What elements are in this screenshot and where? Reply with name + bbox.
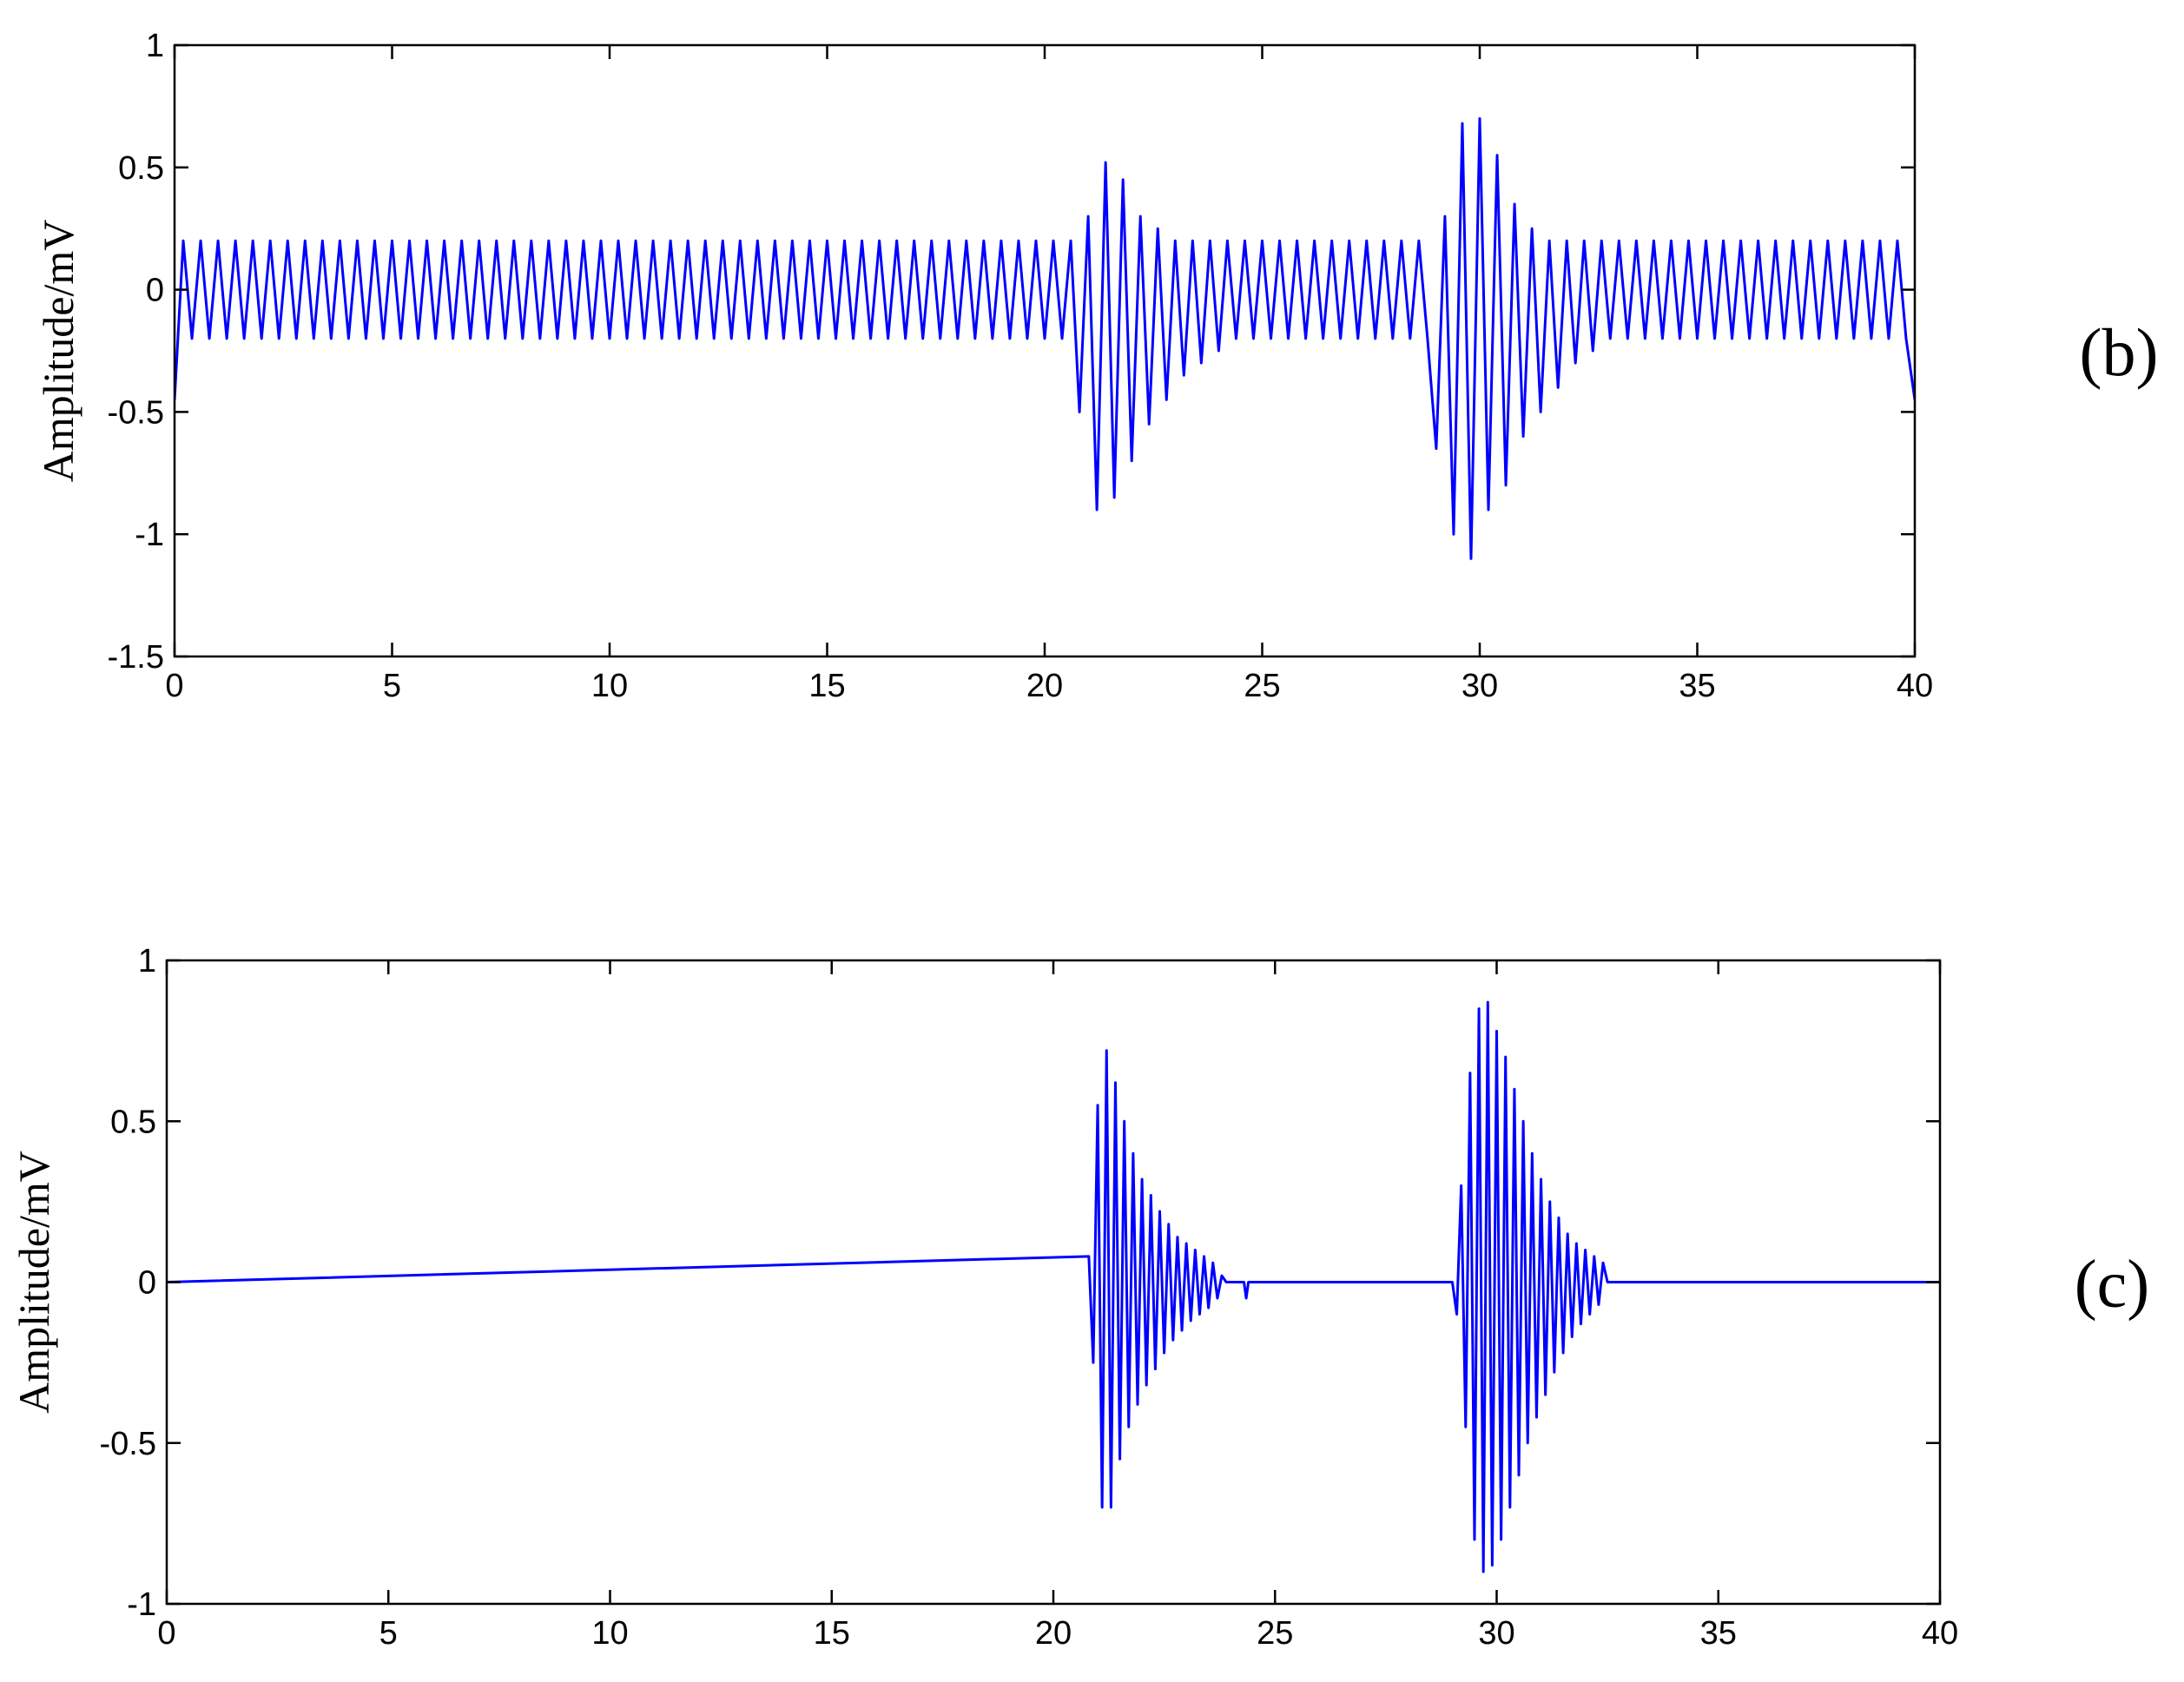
x-tick-label: 30 (1478, 1615, 1514, 1652)
plot-area (175, 116, 1915, 560)
y-axis-label: Amplitude/mV (10, 1151, 58, 1414)
x-tick-label: 20 (1035, 1615, 1072, 1652)
y-tick-label: -1 (127, 1586, 156, 1623)
x-tick-label: 5 (379, 1615, 398, 1652)
y-tick-label: 0 (138, 1265, 156, 1302)
panel-label: (b) (2080, 314, 2159, 390)
x-tick-label: 40 (1922, 1615, 1958, 1652)
x-tick-label: 35 (1679, 668, 1715, 704)
signal-line (167, 1000, 1940, 1573)
x-tick-label: 10 (591, 668, 628, 704)
x-tick-label: 5 (383, 668, 401, 704)
x-tick-label: 10 (591, 1615, 628, 1652)
x-tick-label: 25 (1244, 668, 1280, 704)
chart-panel: 0 5 10 15 20 25 30 35 40 -1 -0.5 0 0.5 1 Amplitude/mV (… (10, 943, 2149, 1652)
signal-line (175, 116, 1915, 560)
y-tick-label: 0.5 (118, 150, 164, 187)
y-tick-label: 0 (146, 273, 164, 309)
x-tick-label: 35 (1700, 1615, 1737, 1652)
x-tick-label: 0 (165, 668, 183, 704)
plot-area (167, 1000, 1940, 1573)
y-tick-label: -0.5 (108, 394, 164, 431)
y-axis-label: Amplitude/mV (34, 220, 82, 483)
x-tick-label: 15 (808, 668, 845, 704)
y-tick-label: 0.5 (110, 1104, 156, 1140)
y-tick-label: 1 (138, 943, 156, 980)
x-tick-label: 20 (1026, 668, 1063, 704)
panel-label: (c) (2075, 1246, 2150, 1322)
y-tick-label: 1 (146, 28, 164, 64)
y-tick-label: -1 (135, 517, 164, 553)
x-tick-label: 0 (157, 1615, 175, 1652)
x-tick-label: 15 (814, 1615, 850, 1652)
x-tick-label: 40 (1897, 668, 1933, 704)
y-tick-label: -0.5 (100, 1426, 156, 1462)
x-tick-label: 25 (1257, 1615, 1293, 1652)
chart-panel: 0 5 10 15 20 25 30 35 40 -1.5 -1 -0.5 0 0.5 1 Amplitude… (34, 28, 2158, 704)
axes-box (173, 43, 1917, 658)
y-tick-label: -1.5 (108, 639, 164, 676)
x-tick-label: 30 (1461, 668, 1498, 704)
